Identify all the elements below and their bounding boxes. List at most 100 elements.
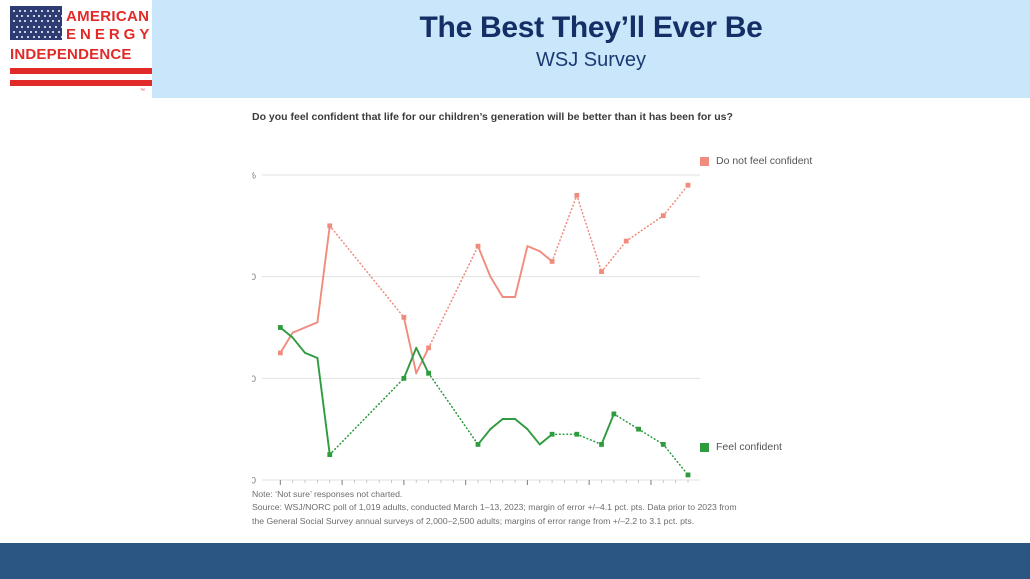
series-segment-dotted bbox=[662, 443, 689, 476]
note-line-3: the General Social Survey annual surveys… bbox=[252, 515, 695, 526]
y-axis-tick-label: 80% bbox=[252, 171, 257, 182]
series-segment-dotted bbox=[328, 377, 405, 456]
flag-star bbox=[46, 10, 49, 12]
series-point-marker bbox=[685, 472, 691, 478]
flag-star bbox=[60, 36, 62, 38]
chart-footnotes: Note: ‘Not sure’ responses not charted. … bbox=[252, 488, 852, 528]
flag-star bbox=[52, 30, 55, 33]
flag-star bbox=[15, 36, 18, 38]
series-segment-solid bbox=[402, 346, 418, 380]
flag-star bbox=[49, 15, 52, 18]
series-segment-solid bbox=[291, 336, 307, 354]
series-point-marker bbox=[426, 345, 431, 351]
logo-line-american: AMERICAN bbox=[66, 8, 150, 25]
series-segment-solid bbox=[477, 245, 492, 278]
flag-star bbox=[21, 36, 24, 38]
series-point-marker bbox=[636, 426, 641, 432]
flag-star bbox=[57, 20, 60, 23]
series-point-marker bbox=[660, 442, 666, 447]
series-point-marker bbox=[426, 370, 431, 376]
flag-star bbox=[57, 30, 60, 33]
flag-star bbox=[46, 30, 49, 33]
flag-star bbox=[49, 36, 52, 38]
legend-swatch-green bbox=[700, 442, 709, 452]
flag-star bbox=[35, 20, 38, 23]
flag-star bbox=[60, 25, 62, 28]
flag-star bbox=[24, 20, 27, 23]
series-segment-solid bbox=[304, 351, 319, 359]
series-point-marker bbox=[623, 238, 629, 244]
chart-series-feel-confident bbox=[277, 325, 691, 478]
flag-star bbox=[38, 25, 41, 28]
legend-feel-confident: Feel confident bbox=[700, 441, 782, 453]
series-segment-solid bbox=[415, 346, 430, 375]
y-axis-tick-label: 40 bbox=[252, 374, 256, 385]
flag-star bbox=[21, 25, 24, 28]
series-point-marker bbox=[327, 452, 333, 457]
series-point-marker bbox=[401, 314, 407, 320]
flag-star bbox=[29, 30, 32, 33]
series-segment-solid bbox=[514, 245, 529, 298]
flag-star bbox=[15, 25, 18, 28]
y-axis-tick-label: 20 bbox=[252, 476, 256, 487]
flag-star bbox=[55, 36, 57, 38]
flag-star bbox=[41, 10, 43, 12]
series-segment-solid bbox=[477, 428, 492, 446]
series-segment-solid bbox=[304, 321, 319, 329]
series-segment-solid bbox=[489, 418, 504, 431]
flag-star bbox=[38, 36, 41, 38]
flag-star bbox=[21, 15, 24, 18]
note-line-1: Note: ‘Not sure’ responses not charted. bbox=[252, 489, 403, 499]
flag-star bbox=[35, 30, 38, 33]
flag-star bbox=[29, 20, 32, 23]
line-chart-svg: 20406080% 1990’952000’05’10’15’20 bbox=[252, 171, 700, 487]
series-point-marker bbox=[277, 350, 283, 356]
series-point-marker bbox=[549, 431, 555, 437]
series-segment-dotted bbox=[551, 194, 578, 263]
flag-star bbox=[29, 10, 32, 12]
series-segment-dotted bbox=[625, 214, 665, 242]
flag-star bbox=[13, 30, 15, 33]
logo-line-energy: ENERGY bbox=[66, 26, 154, 43]
series-segment-solid bbox=[402, 316, 418, 375]
flag-star bbox=[32, 25, 35, 28]
series-segment-dotted bbox=[637, 428, 665, 446]
series-segment-dotted bbox=[427, 372, 479, 446]
flag-star bbox=[52, 10, 55, 12]
chart-series-layer bbox=[277, 182, 691, 478]
chart-y-axis-labels: 20 40 60 80% bbox=[252, 171, 257, 487]
series-segment-dotted bbox=[600, 240, 628, 273]
legend-label-feel-confident: Feel confident bbox=[716, 441, 782, 453]
series-point-marker bbox=[660, 213, 666, 219]
series-segment-solid bbox=[316, 224, 331, 324]
chart-x-axis-ticks bbox=[279, 480, 689, 485]
logo-stripe-upper bbox=[10, 68, 152, 74]
flag-star bbox=[18, 10, 21, 12]
flag-star bbox=[52, 20, 55, 23]
series-segment-dotted bbox=[328, 225, 405, 319]
flag-star bbox=[18, 20, 21, 23]
note-line-2: Source: WSJ/NORC poll of 1,019 adults, c… bbox=[252, 502, 737, 513]
flag-star bbox=[13, 20, 15, 23]
flag-star bbox=[55, 15, 57, 18]
flag-star bbox=[15, 15, 18, 18]
american-energy-independence-logo: AMERICAN ENERGY INDEPENDENCE ™ bbox=[8, 4, 152, 96]
series-segment-solid bbox=[489, 275, 504, 298]
flag-star bbox=[13, 10, 15, 12]
series-point-marker bbox=[475, 243, 481, 249]
legend-do-not-feel-confident: Do not feel confident bbox=[700, 155, 812, 167]
flag-star bbox=[41, 20, 43, 23]
flag-star bbox=[43, 36, 46, 38]
flag-star bbox=[27, 15, 29, 18]
series-segment-solid bbox=[600, 412, 615, 446]
flag-star bbox=[24, 30, 27, 33]
series-point-marker bbox=[327, 223, 333, 229]
chart-question-title: Do you feel confident that life for our … bbox=[252, 111, 733, 123]
header-band bbox=[152, 0, 1030, 98]
series-segment-solid bbox=[526, 428, 541, 446]
flag-star bbox=[60, 15, 62, 18]
series-segment-solid bbox=[291, 326, 307, 334]
series-point-marker bbox=[611, 411, 617, 417]
series-point-marker bbox=[574, 431, 580, 437]
header-titles: The Best They’ll Ever Be WSJ Survey bbox=[152, 10, 1030, 73]
